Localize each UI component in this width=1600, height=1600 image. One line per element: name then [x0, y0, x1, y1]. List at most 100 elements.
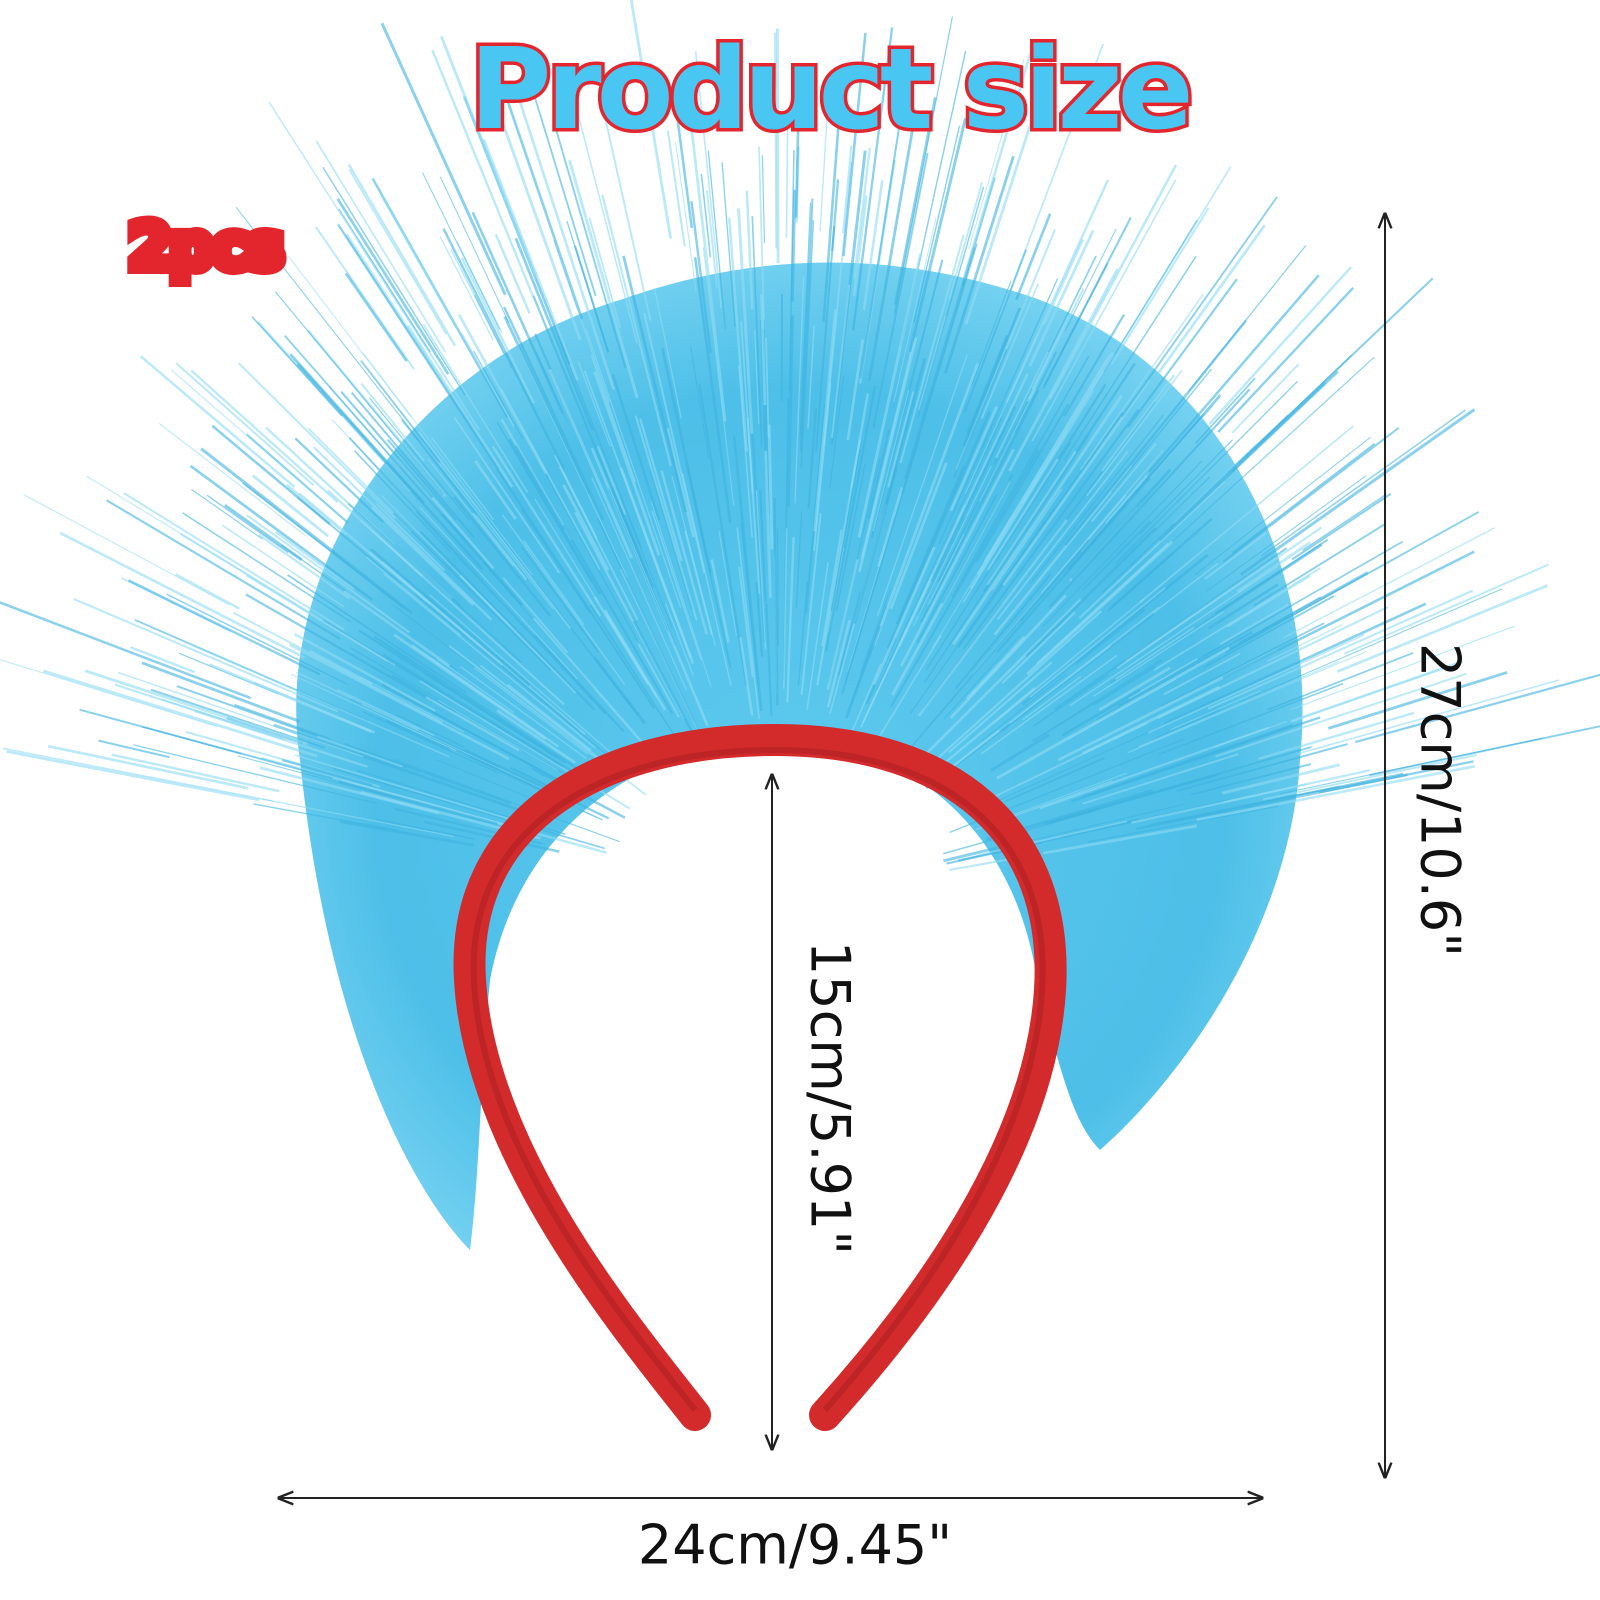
fur-strand: [913, 125, 961, 323]
fur-strand: [1093, 665, 1157, 706]
fur-strand: [785, 128, 789, 238]
fur-strand: [740, 321, 761, 594]
fur-strand: [150, 688, 326, 749]
fur-strand: [191, 489, 263, 540]
fur-strand: [964, 59, 1053, 325]
fur-strand: [1096, 630, 1254, 722]
fur-strand: [718, 531, 737, 636]
fur-strand: [693, 257, 732, 524]
fur-strand: [1222, 426, 1400, 563]
fur-strand: [47, 744, 249, 790]
fur-strand: [986, 450, 1077, 586]
fur-strand: [543, 471, 639, 642]
fur-strand: [502, 306, 605, 521]
fur-strand: [1098, 666, 1171, 712]
fur-strand: [1042, 824, 1198, 855]
fur-strand: [917, 186, 985, 417]
fur-strand: [345, 233, 453, 396]
fur-strand: [706, 190, 718, 288]
fur-strand: [857, 253, 923, 538]
fur-strand: [1088, 805, 1279, 843]
fur-strand: [557, 336, 642, 548]
fur-strand: [315, 140, 446, 353]
fur-strand: [1231, 442, 1376, 554]
fur-strand: [373, 635, 592, 779]
fur-strand: [1036, 542, 1170, 665]
fur-strand: [376, 818, 475, 840]
fur-strand: [926, 610, 1103, 768]
fur-strand: [1354, 673, 1600, 744]
headband: [453, 723, 1067, 1431]
fur-strand: [1336, 584, 1549, 673]
fur-strand: [461, 333, 515, 427]
fur-strand: [842, 32, 867, 257]
fur-strand: [738, 566, 754, 678]
fur-strand: [347, 502, 522, 663]
fur-strand: [962, 408, 1140, 650]
fur-strand: [1236, 541, 1312, 593]
fur-strand: [1262, 753, 1477, 801]
fur-strand: [381, 494, 511, 626]
fur-strand: [285, 483, 348, 536]
fur-strand: [221, 524, 345, 608]
fur-strand: [482, 138, 579, 381]
fur-strand: [117, 671, 364, 758]
fur-strand: [835, 463, 866, 612]
fur-strand: [837, 591, 862, 676]
fur-strand: [698, 383, 748, 686]
fur-strand: [1226, 574, 1311, 628]
fur-strand: [944, 155, 1015, 374]
fur-strand: [1207, 589, 1474, 710]
fur-strand: [1028, 229, 1095, 367]
fur-strand: [1217, 286, 1355, 433]
fur-strand: [105, 499, 341, 640]
fur-strand: [1221, 763, 1340, 795]
fur-strand: [290, 673, 470, 758]
fur-strand: [903, 539, 1090, 756]
fur-strand: [588, 217, 622, 328]
fur-strand: [1239, 408, 1476, 576]
fur-strand: [916, 515, 967, 617]
fur-strand: [790, 189, 797, 302]
fur-strand: [453, 416, 561, 574]
fur-strand: [690, 201, 712, 353]
fur-strand: [175, 362, 315, 487]
fur-strand: [369, 397, 471, 522]
fur-strand: [1193, 538, 1329, 629]
fur-strand: [448, 645, 610, 770]
fur-strand: [1025, 526, 1157, 658]
fur-strand: [406, 324, 514, 488]
fur-strand: [289, 643, 510, 761]
fur-strand: [1204, 531, 1267, 580]
fur-strand: [1302, 493, 1387, 551]
fur-strand: [826, 559, 859, 691]
fur-strand: [951, 355, 1090, 598]
fur-strand: [1203, 540, 1404, 657]
fur-strand: [860, 574, 934, 728]
fur-strand: [799, 198, 814, 453]
fur-strand: [622, 255, 688, 513]
fur-strand: [755, 582, 764, 657]
fur-strand: [496, 468, 656, 710]
fur-strand: [795, 511, 803, 608]
fur-strand: [872, 152, 929, 428]
fur-strand: [908, 117, 967, 353]
fur-strand: [84, 669, 308, 746]
fur-strand: [396, 714, 465, 748]
quantity-outline: 2pcs: [128, 210, 281, 283]
fur-strand: [223, 503, 303, 562]
fur-strand: [338, 208, 431, 353]
fur-strand: [665, 603, 694, 676]
fur-strand: [401, 419, 478, 516]
fur-strand: [237, 362, 397, 520]
fur-strand: [427, 458, 514, 567]
fur-strand: [1093, 611, 1224, 697]
height-label: 27cm/10.6": [1408, 643, 1471, 957]
fur-strand: [850, 663, 882, 734]
fur-strand: [1110, 368, 1212, 493]
fur-strand: [1206, 475, 1367, 592]
fur-strand: [650, 501, 712, 688]
fur-strand: [758, 146, 765, 320]
fur-strand: [381, 560, 586, 735]
fur-strand: [309, 649, 373, 686]
